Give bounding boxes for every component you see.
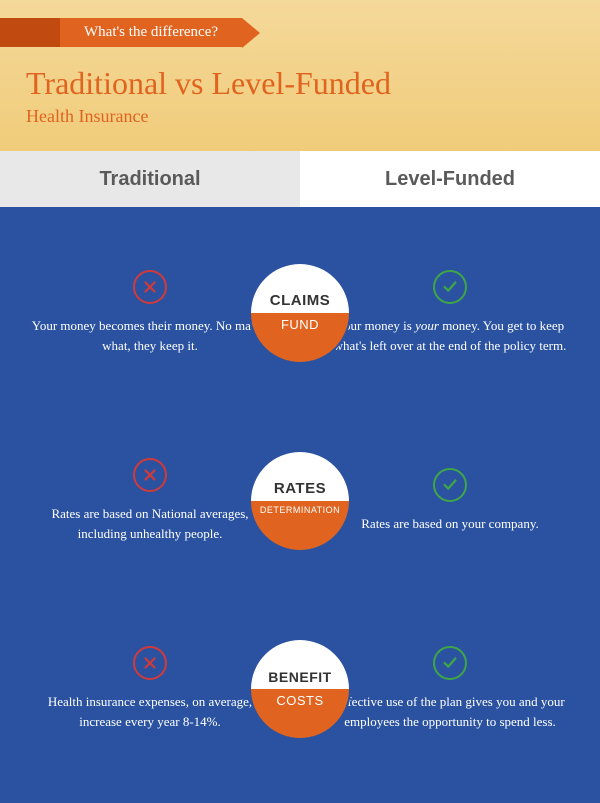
traditional-text: Health insurance expenses, on average, i… xyxy=(28,692,272,732)
tabs: Traditional Level-Funded xyxy=(0,151,600,207)
header: What's the difference? Traditional vs Le… xyxy=(0,0,600,151)
check-icon xyxy=(433,270,467,304)
category-badge: CLAIMSFUND xyxy=(249,262,351,364)
level-funded-text: Effective use of the plan gives you and … xyxy=(328,692,572,732)
tab-traditional: Traditional xyxy=(0,151,300,207)
category-badge: BENEFITCOSTS xyxy=(249,638,351,740)
level-funded-text: Your money is your money. You get to kee… xyxy=(328,316,572,356)
check-icon xyxy=(433,468,467,502)
tab-level-funded: Level-Funded xyxy=(300,151,600,207)
traditional-text: Rates are based on National averages, in… xyxy=(28,504,272,544)
comparison-row: Your money becomes their money. No matte… xyxy=(0,243,600,383)
category-badge: RATESDETERMINATION xyxy=(249,450,351,552)
check-icon xyxy=(433,646,467,680)
x-icon xyxy=(133,270,167,304)
level-funded-text: Rates are based on your company. xyxy=(328,514,572,534)
x-icon xyxy=(133,646,167,680)
comparison-row: Rates are based on National averages, in… xyxy=(0,431,600,571)
x-icon xyxy=(133,458,167,492)
page-title: Traditional vs Level-Funded xyxy=(26,65,600,102)
comparison-row: Health insurance expenses, on average, i… xyxy=(0,619,600,759)
traditional-text: Your money becomes their money. No matte… xyxy=(28,316,272,356)
comparison-body: Your money becomes their money. No matte… xyxy=(0,207,600,803)
banner: What's the difference? xyxy=(60,18,242,47)
page-subtitle: Health Insurance xyxy=(26,106,600,127)
